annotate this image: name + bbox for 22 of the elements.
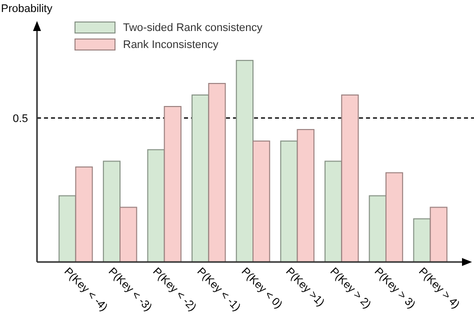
bar <box>368 195 386 262</box>
bar <box>430 206 448 262</box>
bar <box>385 172 404 262</box>
legend-label: Rank Inconsistency <box>123 39 219 51</box>
legend-label: Two-sided Rank consistency <box>123 22 263 34</box>
bar <box>147 149 165 262</box>
bar <box>236 60 254 262</box>
bar <box>280 140 298 262</box>
y-tick-label: 0.5 <box>12 113 28 126</box>
bar <box>324 160 342 262</box>
bar <box>341 94 359 262</box>
bar <box>208 82 226 262</box>
bar <box>58 195 76 262</box>
bar <box>192 94 210 262</box>
bar <box>75 166 93 262</box>
bar <box>164 106 182 262</box>
y-axis-title: Probability <box>1 3 53 15</box>
bar <box>296 129 314 262</box>
bar <box>102 160 121 262</box>
bar <box>252 140 270 262</box>
bar <box>413 218 431 262</box>
bar <box>120 206 138 262</box>
